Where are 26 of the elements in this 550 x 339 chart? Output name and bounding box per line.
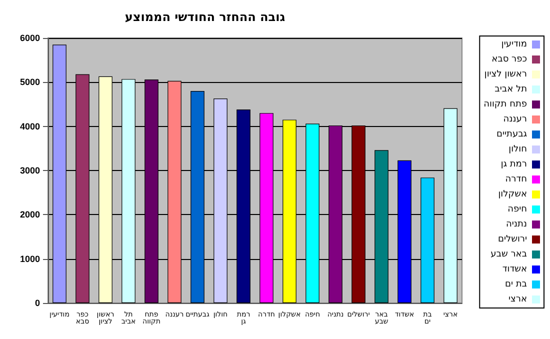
legend-label: אשקלון xyxy=(498,190,527,200)
chart-title: גובה ההחזר החודשי הממוצע xyxy=(124,10,286,24)
y-tick-label: 5000 xyxy=(20,77,40,88)
y-tick-label: 1000 xyxy=(20,254,40,264)
y-tick-label: 4000 xyxy=(20,121,40,132)
legend-label: ראשון לציון xyxy=(484,70,527,80)
y-tick-label: 2000 xyxy=(20,210,40,220)
legend-label: פתח תקווה xyxy=(484,100,528,110)
legend-label: חיפה xyxy=(508,204,528,214)
legend-label: כפר סבא xyxy=(492,54,528,64)
legend-label: תל אביב xyxy=(494,84,528,94)
legend-label: רמת גן xyxy=(500,160,527,170)
legend-label: נתניה xyxy=(506,220,527,230)
legend-label: גבעתיים xyxy=(496,130,528,140)
y-tick-label: 3000 xyxy=(20,166,40,176)
y-tick-label: 0 xyxy=(34,298,40,308)
legend-label: מודיעין xyxy=(501,40,527,50)
legend-label: בת ים xyxy=(505,280,527,290)
legend-label: רעננה xyxy=(503,114,527,124)
legend-label: ארצי xyxy=(508,294,527,304)
legend-label: חדרה xyxy=(505,174,528,184)
y-tick-label: 6000 xyxy=(20,33,40,43)
legend-label: ירושלים xyxy=(498,234,527,244)
legend-label: אשדוד xyxy=(502,264,527,274)
legend-label: באר שבע xyxy=(490,250,527,260)
legend-label: חולון xyxy=(508,144,528,154)
